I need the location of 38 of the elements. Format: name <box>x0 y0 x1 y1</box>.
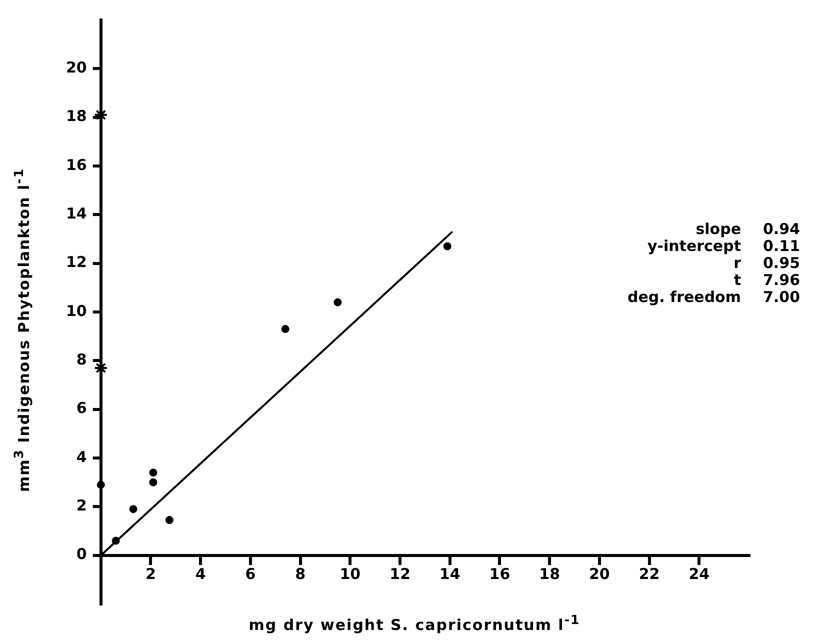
text: deg. freedom 7.00 <box>627 288 800 306</box>
point <box>149 468 158 477</box>
text: r 0.95 <box>734 254 800 272</box>
point <box>129 505 138 514</box>
text: slope 0.94 <box>696 220 800 238</box>
y-tick-label: 10 <box>66 302 87 320</box>
point <box>165 516 174 524</box>
y-tick-label: 16 <box>66 156 87 174</box>
x-tick-label: 20 <box>588 565 610 584</box>
text: t 7.96 <box>734 271 800 290</box>
point <box>96 480 105 489</box>
x-axis-title: mg dry weight S. capricornutum l$^{-1}$ <box>248 612 582 634</box>
y-tick-label: 20 <box>66 58 87 77</box>
x-tick-label: 12 <box>390 565 410 584</box>
y-tick-label: 18 <box>66 107 87 126</box>
x-tick-label: 22 <box>638 565 660 584</box>
point <box>281 325 290 334</box>
x-tick-label: 24 <box>688 565 710 584</box>
x-tick-label: 4 <box>195 565 206 584</box>
y-tick-label: 6 <box>76 399 87 418</box>
y-tick-label: 0 <box>76 545 87 564</box>
x-tick-label: 2 <box>146 565 156 584</box>
x-tick-label: 10 <box>340 565 361 584</box>
y-tick-label: 4 <box>76 448 87 466</box>
y-tick-label: 14 <box>66 204 87 223</box>
x-tick-label: 18 <box>539 565 560 584</box>
x-tick-label: 8 <box>295 565 306 584</box>
point <box>334 298 342 306</box>
point <box>149 478 158 486</box>
x-tick-label: 16 <box>489 565 510 584</box>
x-tick-label: 6 <box>245 565 256 584</box>
y-tick-label: 8 <box>76 350 87 369</box>
text: y-intercept 0.11 <box>647 237 800 256</box>
y-tick-label: 12 <box>66 253 87 272</box>
x-tick-label: 14 <box>439 565 460 584</box>
point <box>112 536 120 545</box>
point <box>443 242 452 250</box>
y-tick-label: 2 <box>76 496 87 515</box>
